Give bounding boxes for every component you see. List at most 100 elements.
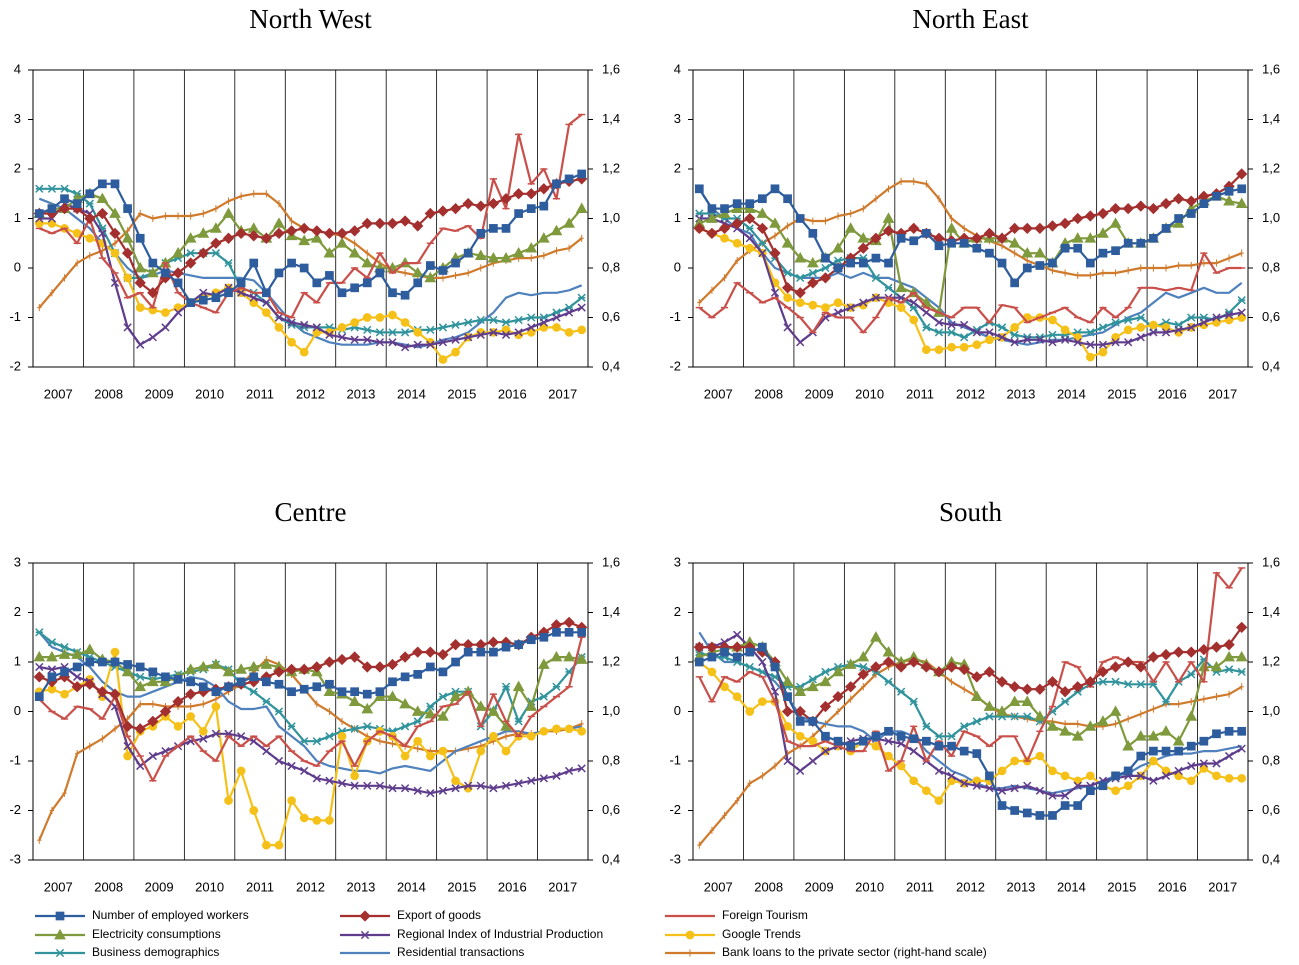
marker (934, 766, 944, 776)
marker (783, 293, 792, 303)
marker (198, 682, 208, 692)
marker (1135, 200, 1147, 212)
marker (870, 631, 882, 642)
marker (947, 320, 956, 330)
y-tick-label: -2 (669, 358, 681, 373)
y2-tick-label: 1,0 (602, 210, 620, 225)
marker (1226, 690, 1232, 698)
marker (337, 323, 347, 332)
marker (348, 247, 361, 258)
marker (909, 298, 918, 307)
y-tick-label: -2 (669, 802, 681, 817)
marker (175, 212, 181, 220)
y-tick-label: 1 (14, 210, 21, 225)
marker (527, 776, 536, 785)
marker (1059, 725, 1071, 736)
marker (1186, 776, 1196, 786)
marker (1060, 791, 1070, 800)
marker (871, 273, 881, 283)
y-tick-label: 3 (674, 554, 681, 569)
marker (959, 342, 969, 352)
marker (1073, 776, 1083, 786)
marker (337, 731, 347, 741)
marker (425, 751, 435, 761)
marker (1086, 340, 1095, 349)
marker (123, 273, 132, 283)
marker (134, 261, 147, 273)
marker (501, 318, 511, 327)
marker (47, 672, 57, 682)
marker (425, 662, 435, 672)
marker (287, 796, 296, 805)
marker (552, 771, 561, 780)
marker (1010, 712, 1019, 721)
marker (514, 640, 523, 650)
marker (300, 320, 309, 330)
marker (795, 717, 805, 726)
marker (1062, 269, 1068, 277)
marker (539, 726, 549, 736)
marker (1111, 338, 1120, 347)
marker (1085, 786, 1095, 796)
marker (148, 258, 158, 268)
marker (833, 308, 843, 317)
marker (374, 661, 386, 673)
marker (135, 662, 145, 672)
marker (1123, 766, 1133, 776)
marker (747, 779, 752, 787)
marker (1097, 715, 1109, 726)
marker (922, 229, 931, 238)
marker (438, 355, 448, 364)
marker (884, 283, 893, 292)
marker (1160, 725, 1172, 736)
marker (1035, 751, 1045, 761)
marker (1212, 771, 1221, 781)
marker (134, 680, 147, 692)
marker (895, 661, 907, 673)
marker (1147, 651, 1160, 663)
marker (577, 325, 587, 335)
marker (359, 910, 371, 922)
marker (526, 731, 536, 741)
marker (745, 234, 754, 243)
marker (121, 247, 134, 259)
marker (781, 237, 794, 248)
marker (949, 214, 954, 223)
legend-label: Electricity consumptions (92, 927, 221, 941)
marker (1136, 771, 1145, 780)
marker (348, 695, 361, 706)
marker (377, 737, 383, 745)
marker (186, 712, 196, 721)
marker (185, 688, 197, 700)
marker (109, 227, 121, 240)
marker (1199, 199, 1209, 209)
marker (577, 169, 587, 179)
marker (285, 225, 298, 237)
marker (933, 666, 945, 678)
marker (33, 650, 46, 662)
y-tick-label: -1 (9, 752, 21, 767)
marker (934, 741, 944, 751)
marker (1010, 806, 1019, 815)
x-tick-label: 2010 (855, 386, 884, 401)
marker (539, 318, 548, 327)
marker (348, 225, 361, 237)
marker (323, 227, 336, 240)
marker (350, 687, 359, 697)
x-tick-label: 2016 (1158, 386, 1187, 401)
marker (1073, 243, 1083, 253)
marker (526, 328, 536, 337)
marker (1073, 332, 1083, 342)
marker (47, 184, 57, 193)
marker (706, 641, 718, 653)
x-tick-label: 2008 (94, 386, 123, 401)
marker (47, 204, 57, 213)
marker (949, 678, 954, 686)
marker (400, 784, 410, 793)
marker (1189, 698, 1194, 706)
marker (1201, 259, 1207, 267)
marker (337, 333, 347, 342)
marker (706, 227, 718, 240)
marker (908, 222, 920, 235)
marker (350, 335, 359, 344)
